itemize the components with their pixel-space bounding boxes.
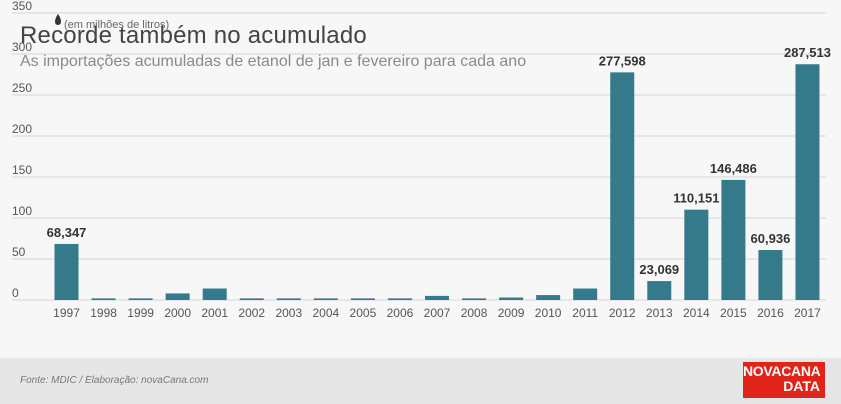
x-tick-label: 2013	[646, 306, 673, 320]
bar-chart: 0 50 100 150 200 250 300 350 (em milhões de litr…	[12, 0, 831, 320]
x-tick-label: 2017	[794, 306, 821, 320]
footer-bar	[0, 358, 841, 404]
x-tick-label: 1999	[127, 306, 154, 320]
x-tick-label: 2001	[201, 306, 228, 320]
novacana-data-logo: NOVACANA DATA	[743, 362, 825, 398]
bar	[647, 281, 672, 300]
y-tick-label: 0	[12, 286, 19, 300]
x-tick-label: 2002	[238, 306, 265, 320]
logo-line2: DATA	[783, 378, 820, 394]
bar	[350, 298, 375, 300]
bar	[795, 64, 820, 300]
data-label: 110,151	[673, 191, 719, 206]
x-tick-label: 2005	[350, 306, 377, 320]
data-label: 23,069	[639, 262, 679, 277]
bar	[684, 209, 709, 300]
y-tick-label: 250	[12, 81, 32, 95]
x-tick-label: 2009	[498, 306, 525, 320]
x-tick-label: 1998	[90, 306, 117, 320]
bar	[610, 72, 635, 301]
bar	[239, 298, 264, 300]
bar	[573, 288, 598, 300]
x-tick-label: 2010	[535, 306, 562, 320]
bar	[758, 250, 783, 300]
bar	[721, 179, 746, 300]
bar	[91, 298, 116, 300]
data-label: 60,936	[751, 231, 791, 246]
x-tick-label: 2006	[387, 306, 414, 320]
bar	[165, 293, 190, 300]
drop-icon	[55, 14, 61, 25]
y-tick-label: 350	[12, 0, 32, 13]
bar	[313, 298, 338, 300]
x-tick-label: 2004	[313, 306, 340, 320]
bar	[536, 295, 561, 300]
data-label: 68,347	[47, 225, 87, 240]
x-tick-label: 2015	[720, 306, 747, 320]
unit-label: (em milhões de litros)	[64, 19, 169, 31]
data-label: 287,513	[784, 45, 831, 60]
bar	[499, 297, 524, 300]
x-tick-label: 2012	[609, 306, 636, 320]
bar	[202, 288, 227, 300]
x-tick-label: 1997	[53, 306, 80, 320]
x-tick-label: 2000	[164, 306, 191, 320]
x-tick-label: 2011	[572, 306, 598, 320]
bar	[276, 298, 301, 300]
data-label: 277,598	[599, 53, 646, 68]
x-tick-label: 2016	[757, 306, 784, 320]
bar	[425, 295, 449, 300]
y-tick-label: 100	[12, 204, 32, 218]
y-tick-label: 300	[12, 40, 32, 54]
data-label: 146,486	[710, 161, 757, 176]
bar	[128, 298, 153, 300]
bar	[54, 243, 79, 300]
x-tick-label: 2003	[275, 306, 302, 320]
bar	[462, 298, 487, 300]
x-tick-label: 2008	[461, 306, 488, 320]
chart-subtitle: As importações acumuladas de etanol de j…	[20, 53, 527, 70]
chart-title: Recorde também no acumulado	[20, 22, 367, 49]
logo-line1: NOVACANA	[743, 363, 821, 379]
x-tick-label: 2014	[683, 306, 710, 320]
x-tick-label: 2007	[424, 306, 451, 320]
source-note: Fonte: MDIC / Elaboração: novaCana.com	[20, 375, 209, 386]
y-tick-label: 150	[12, 163, 32, 177]
y-tick-label: 50	[12, 245, 26, 259]
y-tick-label: 200	[12, 122, 32, 136]
bar	[387, 298, 412, 300]
